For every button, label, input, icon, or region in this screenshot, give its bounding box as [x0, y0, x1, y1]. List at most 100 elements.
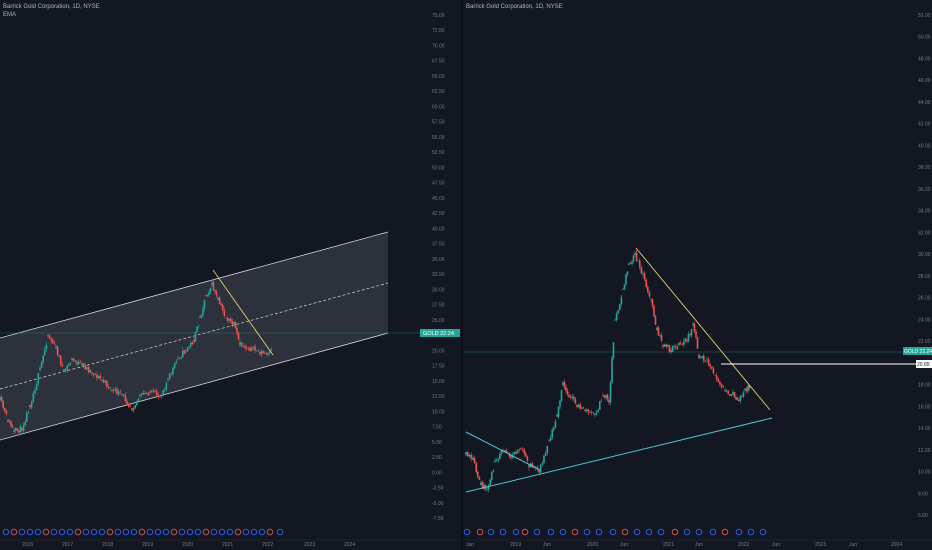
- right-earnings-badge[interactable]: [512, 528, 520, 536]
- left-earnings-badge[interactable]: [90, 528, 98, 536]
- left-earnings-badge[interactable]: [210, 528, 218, 536]
- left-price-candle: [107, 386, 110, 389]
- right-price-candle: [643, 273, 646, 280]
- left-earnings-badge[interactable]: [186, 528, 194, 536]
- left-earnings-badge[interactable]: [130, 528, 138, 536]
- left-y-tick-label: 5.00: [432, 440, 442, 446]
- right-earnings-badge[interactable]: [695, 528, 703, 536]
- right-earnings-badge[interactable]: [735, 528, 743, 536]
- right-price-candle: [538, 470, 540, 473]
- left-earnings-badge[interactable]: [276, 528, 284, 536]
- left-earnings-badge[interactable]: [18, 528, 26, 536]
- right-price-candle: [536, 467, 539, 469]
- right-earnings-badge[interactable]: [463, 528, 471, 536]
- right-price-candle: [560, 390, 563, 401]
- left-y-tick-label: 20.00: [432, 348, 445, 354]
- right-earnings-badge[interactable]: [487, 528, 495, 536]
- right-chart-pane[interactable]: 52.00 50.00 48.00 46.00 44.00 42.00 40.00 38.00…: [463, 0, 932, 550]
- right-earnings-badge[interactable]: [759, 528, 767, 536]
- left-price-candle: [5, 410, 8, 414]
- left-price-candle: [132, 408, 135, 411]
- left-earnings-badge[interactable]: [154, 528, 162, 536]
- left-price-candle: [63, 369, 65, 372]
- right-price-candle: [595, 411, 598, 414]
- right-dividend-badge[interactable]: [571, 528, 579, 536]
- left-dividend-badge[interactable]: [10, 528, 18, 536]
- right-earnings-badge[interactable]: [499, 528, 507, 536]
- channel-upper-line[interactable]: [0, 231, 389, 339]
- left-yellow-trendline[interactable]: [212, 269, 274, 356]
- right-price-candle: [739, 395, 742, 401]
- left-earnings-badge[interactable]: [146, 528, 154, 536]
- left-earnings-badge[interactable]: [226, 528, 234, 536]
- left-earnings-badge[interactable]: [50, 528, 58, 536]
- left-earnings-badge[interactable]: [178, 528, 186, 536]
- left-chart-pane[interactable]: 75.00 72.50 70.00 67.50 65.00 62.50 60.00 57.50…: [0, 0, 461, 550]
- ema-indicator-label[interactable]: EMA: [3, 12, 17, 18]
- left-y-tick-label: 32.50: [432, 272, 445, 278]
- right-price-candle: [709, 364, 711, 367]
- right-dividend-badge[interactable]: [521, 528, 529, 536]
- left-dividend-badge[interactable]: [106, 528, 114, 536]
- channel-lower-line[interactable]: [0, 332, 389, 441]
- left-price-candle: [82, 363, 85, 366]
- left-price-candle: [244, 345, 246, 348]
- left-dividend-badge[interactable]: [170, 528, 178, 536]
- right-dividend-badge[interactable]: [621, 528, 629, 536]
- right-earnings-badge[interactable]: [657, 528, 665, 536]
- right-earnings-badge[interactable]: [747, 528, 755, 536]
- left-dividend-badge[interactable]: [74, 528, 82, 536]
- left-dividend-badge[interactable]: [138, 528, 146, 536]
- left-y-tick-label: -7.50: [432, 516, 444, 522]
- left-price-candle: [197, 326, 200, 327]
- left-earnings-badge[interactable]: [194, 528, 202, 536]
- right-dividend-badge[interactable]: [721, 528, 729, 536]
- right-yellow-trendline[interactable]: [635, 247, 771, 411]
- left-price-candle: [162, 390, 164, 396]
- left-price-candle: [233, 322, 235, 325]
- left-dividend-badge[interactable]: [266, 528, 274, 536]
- right-cyan-support-line[interactable]: [465, 417, 773, 493]
- pane-divider[interactable]: [461, 0, 463, 550]
- right-earnings-badge[interactable]: [559, 528, 567, 536]
- left-x-tick-label: 2024: [344, 542, 355, 548]
- left-earnings-badge[interactable]: [82, 528, 90, 536]
- right-dividend-badge[interactable]: [476, 528, 484, 536]
- right-earnings-badge[interactable]: [547, 528, 555, 536]
- right-dividend-badge[interactable]: [671, 528, 679, 536]
- left-dividend-badge[interactable]: [42, 528, 50, 536]
- left-dividend-badge[interactable]: [202, 528, 210, 536]
- left-dividend-badge[interactable]: [234, 528, 242, 536]
- left-earnings-badge[interactable]: [218, 528, 226, 536]
- left-earnings-badge[interactable]: [250, 528, 258, 536]
- left-earnings-badge[interactable]: [162, 528, 170, 536]
- left-earnings-badge[interactable]: [258, 528, 266, 536]
- left-price-candle: [24, 421, 26, 426]
- left-price-candle: [112, 389, 115, 391]
- right-chart-canvas[interactable]: 52.00 50.00 48.00 46.00 44.00 42.00 40.00 38.00…: [463, 0, 932, 550]
- left-earnings-badge[interactable]: [122, 528, 130, 536]
- left-y-tick-label: 72.50: [432, 28, 445, 34]
- left-earnings-badge[interactable]: [66, 528, 74, 536]
- right-earnings-badge[interactable]: [595, 528, 603, 536]
- left-earnings-badge[interactable]: [2, 528, 10, 536]
- right-earnings-badge[interactable]: [645, 528, 653, 536]
- right-earnings-badge[interactable]: [609, 528, 617, 536]
- left-earnings-badge[interactable]: [114, 528, 122, 536]
- right-earnings-badge[interactable]: [533, 528, 541, 536]
- right-price-candle: [744, 388, 746, 390]
- left-earnings-badge[interactable]: [242, 528, 250, 536]
- left-earnings-badge[interactable]: [58, 528, 66, 536]
- left-price-candle: [149, 392, 151, 393]
- right-earnings-badge[interactable]: [633, 528, 641, 536]
- right-earnings-badge[interactable]: [583, 528, 591, 536]
- right-cyan-downtrend[interactable]: [465, 431, 541, 471]
- left-earnings-badge[interactable]: [26, 528, 34, 536]
- left-earnings-badge[interactable]: [34, 528, 42, 536]
- right-earnings-badge[interactable]: [683, 528, 691, 536]
- left-chart-canvas[interactable]: 75.00 72.50 70.00 67.50 65.00 62.50 60.00 57.50…: [0, 0, 461, 550]
- right-earnings-badge[interactable]: [709, 528, 717, 536]
- left-earnings-badge[interactable]: [98, 528, 106, 536]
- right-x-tick-label: 2019: [510, 542, 521, 548]
- right-price-candle: [523, 449, 525, 454]
